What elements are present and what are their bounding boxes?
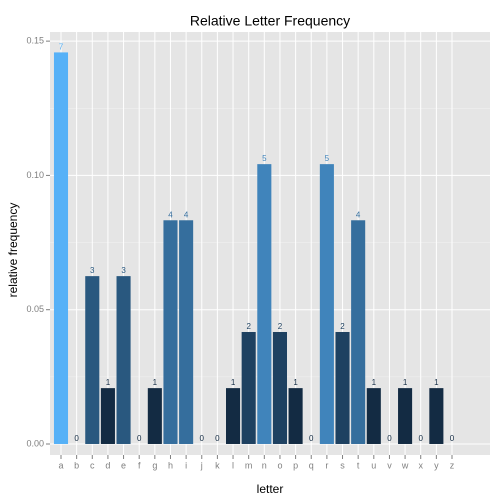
bar (163, 220, 178, 444)
data-label: 2 (278, 322, 283, 331)
data-label: 4 (356, 210, 361, 219)
bar (241, 331, 256, 444)
data-label: 0 (450, 434, 455, 443)
data-label: 0 (418, 434, 423, 443)
x-tick-label: s (340, 460, 345, 470)
x-tick-label: c (90, 460, 95, 470)
x-tick-label: z (450, 460, 455, 470)
x-tick-label: g (152, 460, 157, 470)
x-tick-label: n (262, 460, 267, 470)
bar (100, 388, 115, 444)
data-label: 5 (325, 154, 330, 163)
x-tick-label: y (434, 460, 439, 470)
data-label: 1 (153, 378, 158, 387)
y-tick-label: 0.15 (26, 36, 44, 46)
x-tick-label: v (387, 460, 392, 470)
y-tick-label: 0.05 (26, 304, 44, 314)
data-label: 0 (387, 434, 392, 443)
y-axis-label: relative frequency (6, 203, 20, 298)
bar (257, 164, 272, 444)
bar (116, 276, 131, 444)
x-tick-label: h (168, 460, 173, 470)
x-tick-label: m (245, 460, 253, 470)
y-tick-label: 0.00 (26, 438, 44, 448)
x-tick-label: p (293, 460, 298, 470)
x-tick-label: k (215, 460, 220, 470)
x-tick-label: o (277, 460, 282, 470)
x-tick-label: d (105, 460, 110, 470)
x-tick-label: u (371, 460, 376, 470)
bar (272, 331, 287, 444)
data-label: 0 (215, 434, 220, 443)
data-label: 4 (168, 210, 173, 219)
bar (288, 388, 303, 444)
bar (179, 220, 194, 444)
bar (226, 388, 241, 444)
bar (147, 388, 162, 444)
data-label: 3 (90, 266, 95, 275)
bar (319, 164, 334, 444)
data-label: 1 (372, 378, 377, 387)
data-label: 1 (434, 378, 439, 387)
bar (335, 331, 350, 444)
bar (53, 52, 69, 444)
x-tick-label: a (58, 460, 63, 470)
bar (366, 388, 381, 444)
data-label: 0 (137, 434, 142, 443)
x-axis-label: letter (257, 482, 284, 496)
data-label: 2 (246, 322, 251, 331)
data-label: 2 (340, 322, 345, 331)
x-tick-label: f (138, 460, 141, 470)
x-tick-label: l (232, 460, 234, 470)
data-label: 1 (293, 378, 298, 387)
x-tick-label: e (121, 460, 126, 470)
x-tick-label: w (401, 460, 409, 470)
x-tick-label: t (357, 460, 360, 470)
bar (398, 388, 413, 444)
data-label: 1 (106, 378, 111, 387)
data-label: 4 (184, 210, 189, 219)
data-label: 7 (59, 43, 64, 52)
x-tick-label: q (309, 460, 314, 470)
y-tick-label: 0.10 (26, 170, 44, 180)
chart-title: Relative Letter Frequency (190, 13, 350, 29)
data-label: 0 (74, 434, 79, 443)
x-tick-label: j (200, 460, 203, 470)
x-tick-label: x (418, 460, 423, 470)
data-label: 3 (121, 266, 126, 275)
x-tick-label: b (74, 460, 79, 470)
data-label: 1 (403, 378, 408, 387)
bar (85, 276, 100, 444)
bar (429, 388, 444, 444)
data-label: 1 (231, 378, 236, 387)
bar (351, 220, 366, 444)
data-label: 0 (309, 434, 314, 443)
data-label: 0 (200, 434, 205, 443)
x-tick-label: r (325, 460, 328, 470)
x-tick-label: i (185, 460, 187, 470)
data-label: 5 (262, 154, 267, 163)
